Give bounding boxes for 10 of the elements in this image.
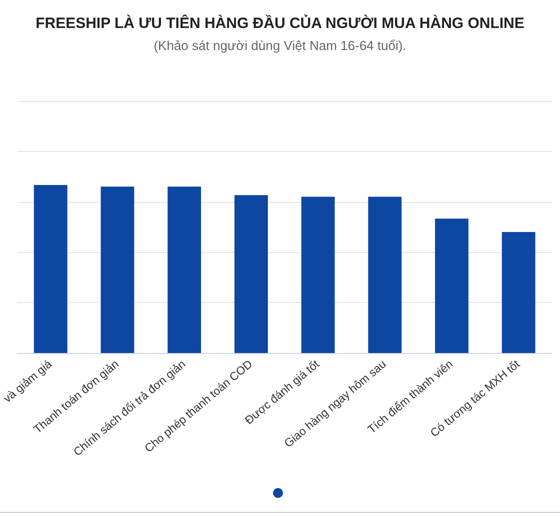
bar <box>234 195 268 353</box>
bar <box>100 186 134 353</box>
bar <box>368 196 402 353</box>
chart-title: FREESHIP LÀ ƯU TIÊN HÀNG ĐẦU CỦA NGƯỜI MUA HÀNG ONLINE <box>36 14 524 32</box>
bar <box>301 196 335 353</box>
chart-subtitle: (Khảo sát người dùng Việt Nam 16-64 tuổi). <box>154 38 406 53</box>
bar <box>502 232 536 353</box>
bar <box>435 218 468 353</box>
bar <box>34 185 68 353</box>
bar <box>168 186 202 353</box>
